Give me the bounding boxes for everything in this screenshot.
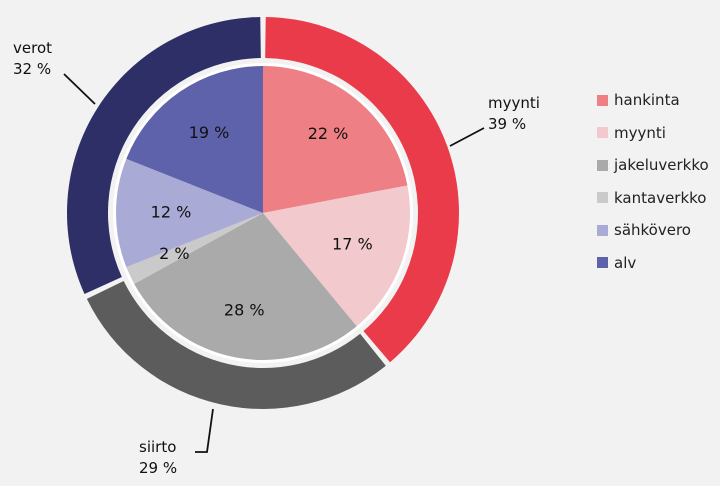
outer-labels: myynti 39 % siirto 29 % verot 32 %: [13, 39, 540, 477]
outer-segment-siirto: [86, 280, 386, 409]
leader-line-myynti: [449, 127, 485, 147]
legend-label: hankinta: [614, 91, 680, 110]
outer-name-label: verot: [13, 39, 52, 57]
outer-name-label: myynti: [488, 94, 540, 112]
inner-value-label: 12 %: [151, 203, 192, 222]
legend-item: sähkövero: [597, 214, 709, 247]
inner-slice-kantaverkko: [126, 213, 263, 284]
legend-item: jakeluverkko: [597, 149, 709, 182]
leader-line-verot: [63, 73, 96, 105]
outer-segment-verot: [67, 17, 261, 294]
inner-slice-jakeluverkko: [134, 213, 357, 361]
outer-name-label: siirto: [139, 438, 176, 456]
inner-slice-hankinta: [263, 66, 408, 213]
legend-swatch: [597, 192, 608, 204]
legend-swatch: [597, 224, 608, 236]
legend-swatch: [597, 127, 608, 139]
legend-swatch: [597, 159, 608, 171]
legend-item: kantaverkko: [597, 182, 709, 215]
leader-line-siirto: [195, 408, 214, 453]
legend: hankinta myynti jakeluverkko kantaverkko säh…: [597, 84, 709, 279]
inner-value-label: 28 %: [224, 301, 265, 320]
inner-slice-myynti: [263, 185, 411, 327]
inner-value-label: 19 %: [189, 123, 230, 142]
legend-label: kantaverkko: [614, 188, 707, 207]
legend-item: alv: [597, 247, 709, 280]
outer-segment-myynti: [265, 17, 459, 363]
inner-value-label: 2 %: [159, 244, 189, 263]
inner-slice-sähkövero: [115, 158, 263, 268]
legend-label: jakeluverkko: [614, 156, 709, 175]
inner-value-label: 17 %: [332, 235, 373, 254]
outer-ring: [67, 17, 459, 409]
outer-value-label: 29 %: [139, 459, 177, 477]
legend-label: sähkövero: [614, 221, 691, 240]
legend-swatch: [597, 257, 608, 269]
outer-value-label: 32 %: [13, 60, 51, 78]
legend-label: myynti: [614, 123, 666, 142]
inner-labels: 22 % 17 % 28 % 2 % 12 % 19 %: [151, 123, 373, 320]
inner-pie: [115, 66, 411, 361]
inner-slice-alv: [126, 66, 263, 213]
inner-value-label: 22 %: [308, 124, 349, 143]
legend-item: myynti: [597, 117, 709, 150]
legend-label: alv: [614, 253, 637, 272]
legend-item: hankinta: [597, 84, 709, 117]
outer-value-label: 39 %: [488, 115, 526, 133]
legend-swatch: [597, 94, 608, 106]
